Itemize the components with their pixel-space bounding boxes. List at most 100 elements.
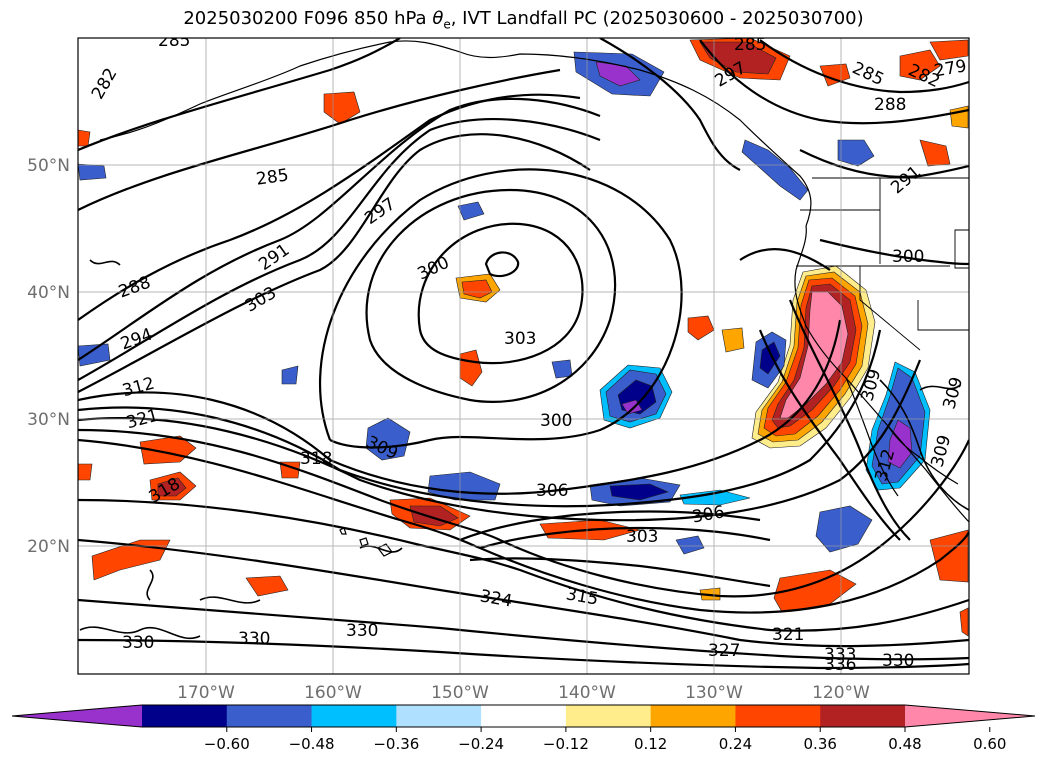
positive-175w-20n — [91, 539, 171, 581]
longitude-labels: 170°W 160°W 150°W 140°W 130°W 120°W — [177, 683, 870, 703]
negative-west-b — [78, 163, 107, 181]
contour-300-inner — [484, 251, 520, 278]
colorbar-segment — [226, 705, 313, 727]
negative-290 — [281, 365, 299, 385]
contour-label: 300 — [892, 247, 924, 267]
fragment-g — [89, 259, 121, 266]
positive-163w-17n — [245, 575, 289, 597]
title-suffix: , IVT Landfall PC (2025030600 - 20250307… — [450, 8, 864, 29]
fragment-d — [146, 569, 154, 601]
positive-se — [929, 529, 969, 583]
lat-label-40n: 40°N — [27, 283, 70, 303]
coast-alaska — [99, 40, 812, 227]
fragment-c — [359, 545, 403, 553]
title-theta-sub: e — [443, 17, 451, 32]
colorbar-tick-label: 0.12 — [634, 735, 667, 753]
contour-288 — [78, 93, 581, 321]
lat-label-20n: 20°N — [27, 537, 70, 557]
contour-fold-a — [459, 510, 761, 542]
contour-300-outer — [318, 168, 683, 449]
contour-297 — [78, 133, 591, 393]
colorbar-extend-high — [905, 705, 1035, 727]
lon-label-130w: 130°W — [685, 683, 743, 703]
lon-label-160w: 160°W — [304, 683, 362, 703]
state-borders — [796, 177, 969, 351]
contour-label: 285 — [158, 31, 190, 51]
coast-baja — [845, 377, 899, 497]
negative-south-b — [675, 535, 705, 555]
contour-309 — [78, 329, 882, 508]
contour-label: 333 — [824, 645, 856, 665]
contour-label: 288 — [874, 95, 906, 115]
colorbar-segment — [820, 705, 906, 727]
colorbar-tick-label: 0.36 — [804, 735, 837, 753]
contour-306 — [78, 319, 842, 495]
coast-hawaii-c — [339, 527, 347, 535]
colorbar — [11, 704, 1036, 728]
fragment-e — [879, 379, 969, 511]
positive-127w-35n — [721, 327, 745, 353]
contour-label: 318 — [300, 449, 332, 469]
title-theta: θ — [432, 8, 444, 29]
gridlines — [78, 38, 969, 674]
contour-327 — [78, 598, 969, 661]
colorbar-outline — [11, 704, 1036, 728]
positive-165w-23n-core — [157, 477, 187, 497]
plot-frame — [77, 37, 970, 675]
contour-fold-c — [469, 557, 771, 588]
contour-label: 336 — [824, 655, 856, 675]
colorbar-tick-label: −0.48 — [289, 735, 335, 753]
lon-label-170w: 170°W — [177, 683, 235, 703]
contour-label: 303 — [504, 329, 536, 349]
coastlines — [99, 40, 969, 557]
contour-318 — [78, 438, 969, 614]
positive-ne-c — [949, 105, 969, 129]
border-nv — [859, 266, 921, 351]
positive-north-a-core — [699, 41, 777, 75]
contour-312 — [78, 359, 922, 522]
coast-hawaii-a — [377, 543, 393, 557]
contour-north-c — [799, 149, 969, 178]
border-ut — [954, 229, 969, 269]
coast-hawaii-b — [359, 537, 369, 547]
fragment-f — [919, 384, 961, 391]
colorbar-tick-label: 0.24 — [719, 735, 752, 753]
contour-fold-b — [479, 526, 771, 550]
shading-layer — [78, 38, 969, 637]
positive-ne-b — [919, 139, 951, 167]
colorbar-tick-label: −0.24 — [458, 735, 504, 753]
colorbar-segment — [735, 705, 821, 727]
contour-label: 303 — [626, 527, 658, 547]
negative-band-c — [679, 489, 751, 506]
negative-ne — [837, 139, 875, 167]
negative-south-a — [815, 505, 873, 553]
contour-300-ring — [365, 188, 617, 403]
contour-label: 327 — [708, 641, 740, 661]
lon-label-150w: 150°W — [431, 683, 489, 703]
colorbar-tick-label: −0.60 — [204, 735, 250, 753]
colorbar-ticks: −0.60 −0.48 −0.36 −0.24 −0.12 0.12 0.24 0.36 0.4… — [204, 727, 1006, 753]
positive-north-c — [819, 63, 851, 87]
contour-label: 330 — [346, 621, 378, 641]
colorbar-tick-label: −0.36 — [373, 735, 419, 753]
contour-291 — [78, 97, 601, 361]
border-az — [917, 300, 969, 331]
negative-135w-core — [759, 341, 781, 375]
contour-label: 285 — [255, 165, 290, 189]
contour-coast-a — [758, 329, 901, 541]
coast-gulf — [887, 425, 959, 485]
contour-label: 321 — [772, 625, 804, 645]
contour-label: 300 — [540, 411, 572, 431]
contour-294 — [78, 118, 601, 381]
contour-label: 330 — [122, 633, 154, 653]
contour-north-a — [699, 39, 969, 125]
positive-se-b — [959, 607, 969, 637]
contour-282 — [78, 38, 401, 152]
latitude-labels: 50°N 40°N 30°N 20°N — [27, 156, 70, 557]
colorbar-tick-label: 0.60 — [973, 735, 1006, 753]
colorbar-segment — [650, 705, 736, 727]
contour-east-b — [739, 248, 831, 271]
title-prefix: 2025030200 F096 850 hPa — [183, 8, 433, 29]
lat-label-50n: 50°N — [27, 156, 70, 176]
